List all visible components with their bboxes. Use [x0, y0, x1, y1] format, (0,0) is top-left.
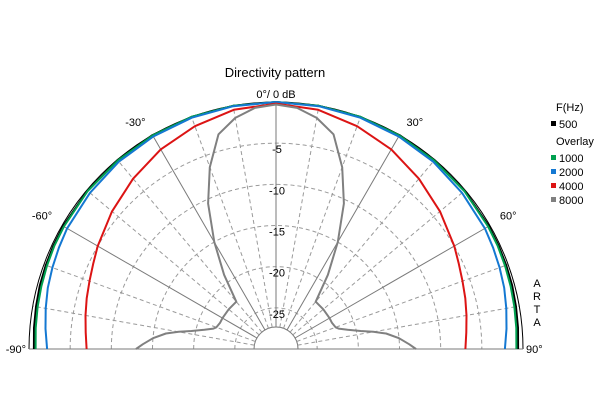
grid-spoke-minor — [289, 159, 436, 333]
legend-swatch — [551, 169, 556, 174]
grid-spoke-minor — [297, 305, 520, 346]
watermark-letter: A — [533, 317, 541, 329]
db-tick-label: -15 — [269, 227, 285, 239]
watermark-letter: T — [534, 304, 541, 316]
grid-spoke-minor — [292, 189, 466, 336]
grid-spoke-minor — [279, 105, 320, 328]
grid-spoke-minor — [232, 105, 273, 328]
series-2000-curve — [44, 101, 508, 350]
legend-entry: 2000 — [559, 167, 583, 179]
legend-header: F(Hz) — [556, 102, 584, 114]
legend-swatch — [551, 155, 556, 160]
db-tick-label: -10 — [269, 185, 285, 197]
watermark-letter: A — [533, 278, 541, 290]
angle-label: -30° — [125, 117, 145, 129]
legend: F(Hz) Overlay 500 1000 2000 4000 8000 — [551, 102, 594, 207]
grid-spoke-major — [294, 225, 491, 339]
axis-labels: 0°/ 0 dB -5 -10 -15 -20 -25 -90° -60° -30° 30° 60… — [6, 89, 543, 356]
watermark-letter: R — [533, 291, 541, 303]
grid-ring — [152, 225, 400, 350]
grid-spoke-minor — [86, 189, 260, 336]
grid-spoke-minor — [296, 264, 509, 342]
legend-entry: 8000 — [559, 195, 583, 207]
legend-entry: 1000 — [559, 153, 583, 165]
legend-swatch — [551, 197, 556, 202]
grid-spoke-minor — [116, 159, 263, 333]
grid-spoke-minor — [283, 116, 361, 329]
angle-label: -60° — [32, 211, 52, 223]
chart-title: Directivity pattern — [225, 65, 325, 80]
grid-spoke-minor — [191, 116, 269, 329]
angle-label: -90° — [6, 344, 26, 356]
grid-spoke-major — [61, 225, 258, 339]
top-label: 0°/ 0 dB — [256, 89, 295, 101]
grid-spoke-minor — [43, 264, 256, 342]
legend-swatch — [551, 183, 556, 188]
grid-spoke-major — [152, 134, 266, 331]
grid-spoke-major — [286, 134, 400, 331]
series-8000-curve — [135, 103, 417, 350]
legend-entry: 500 — [559, 119, 577, 131]
grid-ring — [110, 183, 442, 350]
angle-label: 30° — [407, 117, 424, 129]
angle-label: 90° — [526, 344, 543, 356]
db-tick-label: -5 — [272, 144, 282, 156]
legend-entry: 4000 — [559, 181, 583, 193]
grid-spoke-minor — [32, 305, 255, 346]
legend-swatch — [551, 121, 556, 126]
curves — [32, 101, 520, 350]
legend-overlay-header: Overlay — [556, 136, 594, 148]
db-tick-label: -20 — [269, 268, 285, 280]
db-tick-label: -25 — [269, 309, 285, 321]
angle-label: 60° — [500, 211, 517, 223]
